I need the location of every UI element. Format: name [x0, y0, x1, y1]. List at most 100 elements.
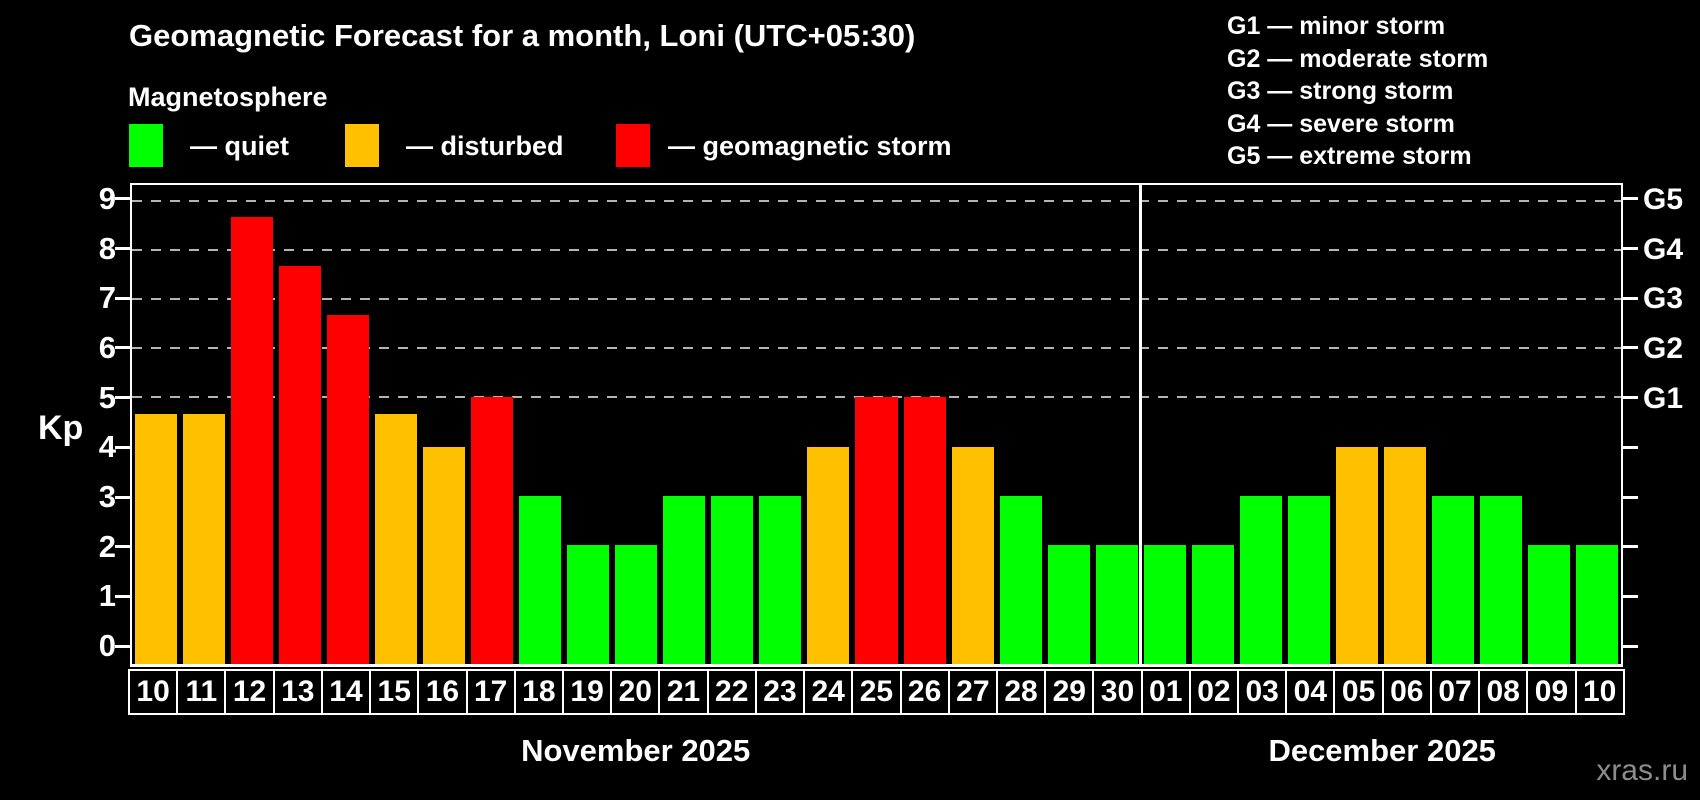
y-tick-label-0: 0: [98, 628, 116, 664]
kp-bar-day-18: [519, 495, 562, 664]
y-tick-right-0: [1623, 644, 1638, 648]
y-tick-left-9: [115, 197, 130, 201]
y-tick-label-7: 7: [98, 280, 116, 316]
day-label-dec-03: 03: [1237, 669, 1288, 715]
day-label-nov-15: 15: [369, 669, 420, 715]
g-axis-label-g2: G2: [1643, 331, 1684, 365]
month-label-november: November 2025: [521, 733, 751, 768]
kp-bar-day-03: [1239, 495, 1282, 664]
kp-bar-day-07: [1431, 495, 1474, 664]
day-label-nov-13: 13: [272, 669, 323, 715]
y-tick-left-1: [115, 594, 130, 598]
g-legend-line-g4: G4 — severe storm: [1227, 109, 1455, 138]
day-label-dec-07: 07: [1429, 669, 1481, 715]
day-label-dec-09: 09: [1526, 669, 1577, 715]
day-label-nov-23: 23: [754, 669, 806, 715]
y-tick-left-3: [115, 495, 130, 499]
kp-bar-day-28: [999, 495, 1042, 664]
day-label-nov-16: 16: [417, 669, 468, 715]
day-label-nov-26: 26: [899, 669, 950, 715]
day-label-dec-01: 01: [1140, 669, 1191, 715]
day-label-nov-17: 17: [465, 669, 516, 715]
kp-bar-day-06: [1383, 446, 1426, 664]
gridline-g5: [132, 199, 1621, 202]
kp-bar-day-01: [1143, 544, 1186, 664]
kp-bar-day-11: [183, 413, 226, 664]
y-tick-label-1: 1: [98, 578, 116, 614]
kp-bar-day-05: [1335, 446, 1378, 664]
kp-bar-day-02: [1191, 544, 1234, 664]
legend-swatch-storm: [616, 124, 650, 167]
y-tick-label-3: 3: [98, 479, 116, 515]
y-tick-right-1: [1623, 594, 1638, 598]
kp-bar-day-17: [471, 397, 514, 664]
gridline-g2: [132, 347, 1621, 350]
day-label-dec-02: 02: [1188, 669, 1240, 715]
g-scale-legend: G1 — minor storm G2 — moderate storm G3 …: [1227, 10, 1488, 173]
y-tick-label-9: 9: [98, 180, 116, 216]
y-tick-right-3: [1623, 495, 1638, 499]
day-label-nov-20: 20: [610, 669, 661, 715]
y-tick-right-8: [1623, 247, 1638, 251]
kp-bar-day-24: [807, 446, 850, 664]
day-label-nov-12: 12: [224, 669, 275, 715]
kp-bar-day-10: [1575, 544, 1618, 664]
plot-area: [130, 183, 1623, 667]
day-label-dec-10: 10: [1574, 669, 1625, 715]
kp-bar-day-23: [759, 495, 802, 664]
g-legend-line-g2: G2 — moderate storm: [1227, 44, 1489, 73]
kp-bar-day-19: [567, 544, 610, 664]
kp-bar-day-04: [1287, 495, 1330, 664]
kp-bar-day-22: [711, 495, 754, 664]
kp-bar-day-30: [1095, 544, 1138, 664]
legend-swatch-quiet: [129, 124, 163, 167]
kp-bar-day-09: [1527, 544, 1570, 664]
g-axis-label-g1: G1: [1643, 381, 1684, 415]
kp-bar-day-27: [951, 446, 994, 664]
x-axis-day-labels: 10 11 12 13 14 15 16 17 18 19 20 21 22 23 24 25 26 27 28 29…: [128, 669, 1625, 715]
y-tick-left-2: [115, 545, 130, 549]
kp-bar-day-12: [231, 216, 274, 664]
g-axis-label-g3: G3: [1643, 282, 1684, 316]
y-tick-right-6: [1623, 346, 1638, 350]
day-label-dec-05: 05: [1333, 669, 1384, 715]
kp-bar-day-14: [327, 315, 370, 664]
y-tick-left-8: [115, 247, 130, 251]
y-tick-right-4: [1623, 445, 1638, 449]
y-tick-label-2: 2: [98, 528, 116, 564]
day-label-nov-29: 29: [1044, 669, 1095, 715]
g-axis-label-g5: G5: [1643, 182, 1684, 216]
day-label-dec-06: 06: [1381, 669, 1432, 715]
y-tick-label-6: 6: [98, 329, 116, 365]
legend-label-quiet: — quiet: [190, 131, 289, 161]
chart-subtitle: Magnetosphere: [128, 82, 328, 112]
day-label-nov-22: 22: [706, 669, 757, 715]
day-label-dec-04: 04: [1285, 669, 1336, 715]
gridline-g3: [132, 298, 1621, 301]
day-label-nov-19: 19: [561, 669, 613, 715]
gridline-g4: [132, 248, 1621, 251]
g-legend-line-g5: G5 — extreme storm: [1227, 142, 1472, 170]
kp-bar-day-25: [855, 397, 898, 664]
y-tick-left-0: [115, 644, 130, 648]
day-label-nov-27: 27: [947, 669, 998, 715]
day-label-nov-18: 18: [513, 669, 564, 715]
y-tick-right-7: [1623, 296, 1638, 300]
kp-bar-day-29: [1047, 544, 1090, 664]
day-label-dec-08: 08: [1478, 669, 1529, 715]
legend-label-disturbed: — disturbed: [406, 131, 564, 161]
y-axis-title: Kp: [38, 409, 84, 447]
day-label-nov-25: 25: [851, 669, 902, 715]
kp-bar-day-10: [135, 413, 178, 664]
chart-title: Geomagnetic Forecast for a month, Loni (…: [129, 18, 916, 53]
day-label-nov-10: 10: [128, 669, 179, 715]
day-label-nov-24: 24: [803, 669, 854, 715]
kp-bar-day-13: [279, 266, 322, 664]
kp-bar-day-15: [375, 413, 418, 664]
watermark: xras.ru: [1596, 754, 1688, 787]
month-divider: [1139, 185, 1143, 664]
day-label-nov-21: 21: [658, 669, 709, 715]
y-tick-label-4: 4: [98, 429, 116, 465]
kp-bar-day-26: [903, 397, 946, 664]
y-tick-left-7: [115, 296, 130, 300]
